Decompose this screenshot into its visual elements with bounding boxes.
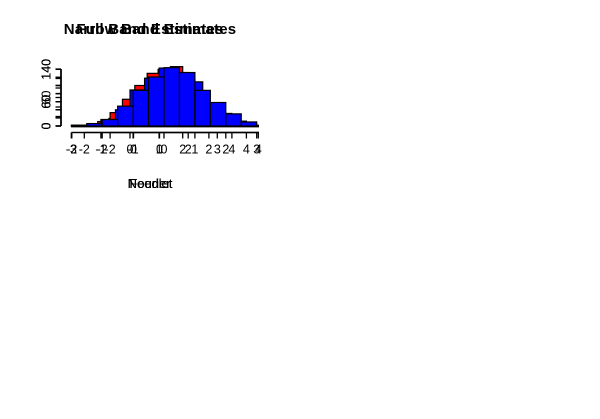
y-tick-label: 60 (40, 95, 54, 109)
x-axis-label: Needlet (127, 176, 173, 191)
histogram-bar (117, 105, 134, 127)
histogram-bar (101, 118, 119, 127)
histogram-bar (194, 89, 211, 127)
y-axis: 0 60 140 (40, 59, 62, 129)
x-tick-label: -2 (66, 143, 77, 157)
x-tick-label: -3 (66, 143, 77, 157)
x-tick-label: -2 (97, 143, 108, 157)
histogram-bar (225, 113, 242, 127)
x-tick-label: 3 (253, 143, 260, 157)
histogram-bar (163, 67, 181, 127)
x-axis-label: Fourier (129, 176, 171, 191)
histogram-bar (132, 89, 150, 127)
x-tick-label: 0 (161, 143, 168, 157)
x-axis-label: Needlet (127, 176, 173, 191)
x-tick-label: 1 (191, 143, 198, 157)
x-tick-label: 2 (179, 143, 186, 157)
y-tick-label: 60 (40, 91, 54, 105)
y-tick-label: 60 (40, 95, 54, 109)
histogram-bar (178, 71, 196, 127)
x-tick-label: 2 (185, 143, 192, 157)
x-tick-label: 2 (205, 143, 212, 157)
y-tick-label: 0 (40, 122, 54, 129)
y-tick-label: 0 (40, 122, 54, 129)
histogram-bar (209, 101, 227, 127)
histogram-bar (240, 121, 258, 127)
x-tick-label: -1 (95, 143, 106, 157)
x-tick-label: -2 (105, 143, 116, 157)
panel-narrow-band-needlet: 0 60 140 -3 -2 -1 0 1 2 3 Needlet (0, 0, 300, 210)
histogram-bars (70, 67, 258, 127)
x-tick-label: 3 (214, 143, 221, 157)
x-tick-label: 0 (130, 143, 137, 157)
x-tick-label: 2 (222, 143, 229, 157)
x-tick-label: 1 (156, 143, 163, 157)
x-tick-label: 0 (156, 143, 163, 157)
y-tick-label: 140 (40, 59, 54, 80)
x-tick-label: 4 (243, 143, 250, 157)
x-tick-label: 4 (255, 143, 262, 157)
x-tick-label: -2 (79, 143, 90, 157)
histogram-bar (86, 122, 103, 127)
histogram-bar (147, 76, 165, 127)
y-tick-label: 140 (40, 59, 54, 80)
y-tick-label: 140 (40, 59, 54, 80)
x-axis-label: Fourier (129, 176, 171, 191)
y-tick-label: 0 (40, 122, 54, 129)
x-tick-label: 0 (127, 143, 134, 157)
x-tick-label: -1 (128, 143, 139, 157)
histogram-bar (70, 124, 88, 127)
y-tick-label: 60 (40, 95, 54, 109)
chart-title: Full Band Estimates (76, 21, 224, 38)
chart-title: Narrow Band Estimates (63, 21, 237, 38)
y-tick-label: 0 (40, 122, 54, 129)
x-tick-label: 4 (228, 143, 235, 157)
x-axis: -3 -2 -1 0 1 2 3 (66, 131, 260, 157)
